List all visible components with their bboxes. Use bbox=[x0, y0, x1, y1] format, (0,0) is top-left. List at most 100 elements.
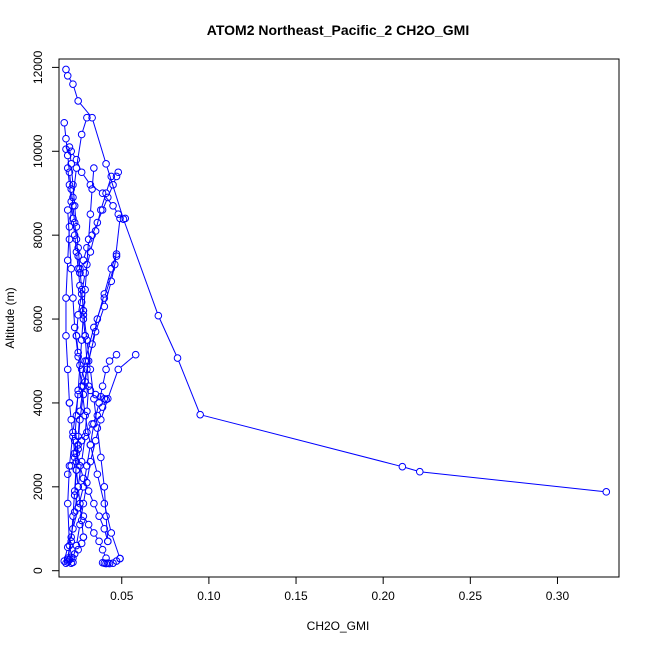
data-point bbox=[77, 436, 86, 445]
data-point bbox=[69, 512, 77, 520]
series-segment bbox=[69, 200, 74, 224]
series-segment bbox=[75, 452, 78, 455]
series-segment bbox=[81, 318, 84, 337]
data-point bbox=[79, 474, 88, 483]
data-point bbox=[65, 399, 74, 407]
data-point bbox=[102, 365, 110, 374]
data-point bbox=[602, 488, 611, 496]
series-segment bbox=[86, 242, 89, 262]
x-tick-label: 0.30 bbox=[546, 589, 570, 603]
data-point bbox=[100, 294, 109, 302]
series-segment bbox=[90, 372, 94, 396]
data-point bbox=[62, 294, 70, 302]
series-segment bbox=[114, 221, 121, 262]
data-point bbox=[74, 97, 82, 105]
y-tick-label: 0 bbox=[31, 567, 45, 574]
data-point bbox=[76, 264, 84, 273]
series-2 bbox=[62, 145, 130, 223]
series-segment bbox=[72, 494, 75, 513]
data-point bbox=[77, 365, 86, 374]
data-point bbox=[69, 193, 77, 202]
series-segment bbox=[70, 272, 74, 295]
data-point bbox=[86, 210, 95, 218]
series-segment bbox=[97, 297, 104, 316]
series-segment bbox=[90, 443, 96, 459]
series-segment bbox=[69, 78, 72, 82]
series-segment bbox=[72, 439, 75, 450]
data-point bbox=[79, 311, 88, 319]
data-point bbox=[79, 512, 88, 520]
series-segment bbox=[84, 518, 88, 522]
data-point bbox=[83, 428, 91, 437]
series-segment bbox=[101, 196, 106, 207]
data-point bbox=[90, 499, 98, 508]
data-point bbox=[107, 529, 116, 537]
series-segment bbox=[111, 356, 115, 360]
data-point bbox=[97, 206, 105, 214]
series-segment bbox=[64, 126, 67, 136]
data-point bbox=[98, 189, 107, 198]
data-point bbox=[70, 231, 79, 239]
series-segment bbox=[79, 272, 82, 287]
series-segment bbox=[90, 192, 93, 211]
series-segment bbox=[67, 469, 70, 501]
series-segment bbox=[73, 87, 78, 98]
series-segment bbox=[78, 259, 81, 270]
data-point bbox=[100, 499, 109, 508]
data-point bbox=[109, 202, 117, 210]
data-point bbox=[63, 499, 72, 508]
series-layer bbox=[60, 65, 611, 568]
data-point bbox=[114, 365, 123, 374]
x-tick-label: 0.10 bbox=[197, 589, 221, 603]
series-segment bbox=[78, 490, 81, 501]
series-segment bbox=[69, 175, 72, 186]
y-tick-label: 8000 bbox=[31, 221, 45, 248]
data-point bbox=[77, 516, 86, 525]
series-segment bbox=[89, 494, 93, 501]
data-point bbox=[72, 332, 81, 340]
data-point bbox=[62, 65, 70, 74]
data-point bbox=[93, 470, 102, 479]
data-point bbox=[90, 529, 98, 537]
data-point bbox=[72, 411, 81, 420]
series-segment bbox=[104, 532, 108, 539]
series-segment bbox=[94, 506, 99, 514]
data-point bbox=[154, 311, 163, 320]
series-1 bbox=[62, 65, 611, 496]
data-point bbox=[62, 332, 70, 340]
series-segment bbox=[83, 435, 86, 438]
series-segment bbox=[74, 238, 77, 249]
x-axis: 0.05 0.10 0.15 0.20 0.25 0.30 bbox=[110, 576, 570, 603]
series-segment bbox=[69, 406, 72, 417]
series-segment bbox=[74, 456, 77, 467]
series-segment bbox=[106, 179, 111, 191]
series-segment bbox=[77, 423, 81, 442]
series-segment bbox=[76, 255, 79, 266]
data-point bbox=[60, 118, 69, 127]
data-point bbox=[84, 235, 93, 244]
data-point bbox=[93, 424, 102, 432]
data-point bbox=[81, 411, 89, 420]
data-point bbox=[74, 483, 82, 491]
series-segment bbox=[92, 120, 106, 161]
data-point bbox=[81, 378, 89, 386]
plot-frame bbox=[58, 58, 620, 578]
series-segment bbox=[86, 343, 91, 366]
data-point bbox=[76, 462, 84, 470]
data-point bbox=[86, 248, 95, 256]
data-point bbox=[86, 457, 95, 466]
series-segment bbox=[84, 267, 88, 287]
data-point bbox=[70, 218, 79, 227]
series-segment bbox=[99, 519, 104, 526]
data-point bbox=[70, 202, 79, 210]
series-segment bbox=[72, 209, 75, 220]
data-point bbox=[105, 357, 114, 365]
series-segment bbox=[76, 393, 79, 413]
data-point bbox=[196, 410, 204, 419]
data-point bbox=[63, 558, 72, 566]
data-point bbox=[77, 336, 86, 344]
series-6 bbox=[63, 252, 121, 564]
series-segment bbox=[70, 167, 74, 182]
data-point bbox=[112, 252, 121, 260]
